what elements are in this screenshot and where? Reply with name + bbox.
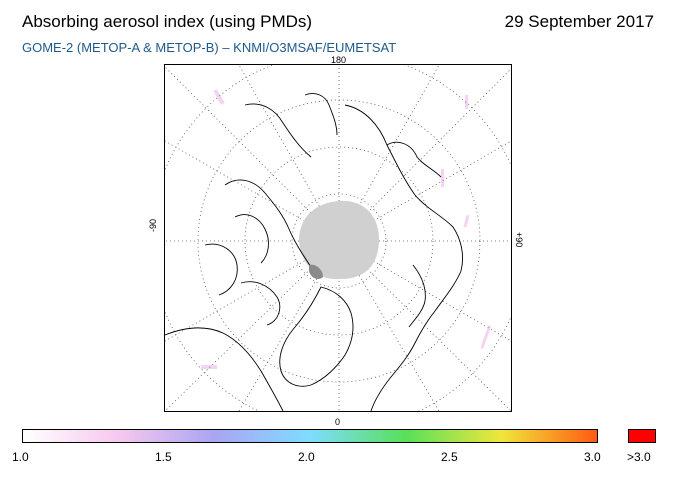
colorbar-tick-label: 3.0 bbox=[584, 450, 601, 464]
longitude-label-right: +90 bbox=[514, 232, 524, 248]
longitude-label-bottom: 0 bbox=[335, 417, 341, 427]
no-data-polar-cap bbox=[299, 200, 379, 280]
longitude-label-top: 180 bbox=[331, 55, 347, 65]
map-title: Absorbing aerosol index (using PMDs) bbox=[22, 12, 313, 31]
colorbar-tick-label: 2.5 bbox=[441, 450, 458, 464]
aerosol-traces bbox=[201, 89, 492, 369]
colorbar-tick-label: 2.0 bbox=[298, 450, 315, 464]
colorbar-tick-label: 1.0 bbox=[12, 450, 29, 464]
no-data-patch bbox=[309, 264, 323, 279]
map-date: 29 September 2017 bbox=[504, 12, 654, 31]
aerosol-index-colorbar bbox=[22, 429, 598, 443]
colorbar-tick-label: 1.5 bbox=[155, 450, 172, 464]
overflow-color-swatch bbox=[628, 429, 656, 443]
coastlines bbox=[165, 93, 464, 411]
polar-map bbox=[164, 64, 512, 412]
polar-map-canvas bbox=[165, 65, 511, 411]
overflow-label: >3.0 bbox=[627, 450, 651, 464]
longitude-label-left: -90 bbox=[148, 218, 158, 232]
data-source-subtitle: GOME-2 (METOP-A & METOP-B) – KNMI/O3MSAF… bbox=[22, 40, 397, 55]
